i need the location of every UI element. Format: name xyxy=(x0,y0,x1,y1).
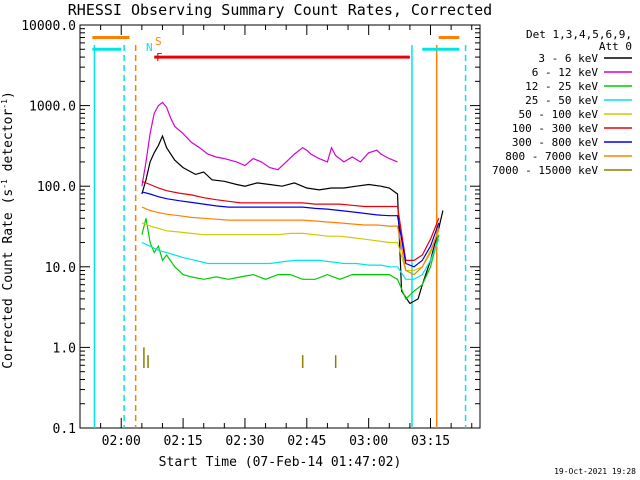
x-axis-ticks: 02:00 02:15 02:30 02:45 03:00 03:15 xyxy=(100,25,473,449)
y-tick-label: 10000.0 xyxy=(21,19,76,34)
indicator-label-S: S xyxy=(155,35,162,48)
legend-header: Det 1,3,4,5,6,9, xyxy=(526,28,632,41)
series-line-5 xyxy=(141,180,440,261)
legend-entry: 800 - 7000 keV xyxy=(505,150,598,163)
legend-entry: 7000 - 15000 keV xyxy=(492,164,598,177)
y-tick-label: 1000.0 xyxy=(29,100,76,115)
y-axis-label: Corrected Count Rate (s-1 detector-1) xyxy=(0,91,16,369)
x-tick-label: 02:00 xyxy=(102,434,141,449)
legend-entry: 100 - 300 keV xyxy=(512,122,598,135)
x-axis-label: Start Time (07-Feb-14 01:47:02) xyxy=(159,455,402,470)
chart-title: RHESSI Observing Summary Count Rates, Co… xyxy=(68,1,492,19)
series-line-6 xyxy=(141,191,440,268)
series-line-2 xyxy=(141,218,440,300)
x-tick-label: 02:15 xyxy=(164,434,203,449)
x-tick-label: 03:00 xyxy=(349,434,388,449)
y-tick-label: 1.0 xyxy=(53,341,76,356)
legend-entry: 6 - 12 keV xyxy=(532,66,599,79)
plot-area: SNF xyxy=(79,24,481,429)
legend-entry: 300 - 800 keV xyxy=(512,136,598,149)
series-line-4 xyxy=(141,222,440,272)
legend-entry: 3 - 6 keV xyxy=(538,52,598,65)
legend-entry: 12 - 25 keV xyxy=(525,80,598,93)
legend-header: Att 0 xyxy=(599,40,632,53)
indicator-label-N: N xyxy=(146,41,153,54)
plot-frame xyxy=(79,24,481,429)
y-tick-label: 100.0 xyxy=(37,180,76,195)
x-tick-label: 03:15 xyxy=(411,434,450,449)
series-line-3 xyxy=(141,238,440,280)
legend-entry: 25 - 50 keV xyxy=(525,94,598,107)
y-tick-label: 0.1 xyxy=(53,422,76,437)
y-axis-ticks: 0.1 1.0 10.0 100.0 1000.0 10000.0 xyxy=(21,19,480,437)
series-line-7 xyxy=(141,206,440,276)
series-line-1 xyxy=(141,101,398,187)
x-tick-label: 02:30 xyxy=(225,434,264,449)
y-tick-label: 10.0 xyxy=(45,261,76,276)
legend-entry: 50 - 100 keV xyxy=(519,108,599,121)
x-tick-label: 02:45 xyxy=(287,434,326,449)
timestamp: 19-Oct-2021 19:28 xyxy=(554,467,636,476)
indicator-label-F: F xyxy=(156,51,163,64)
